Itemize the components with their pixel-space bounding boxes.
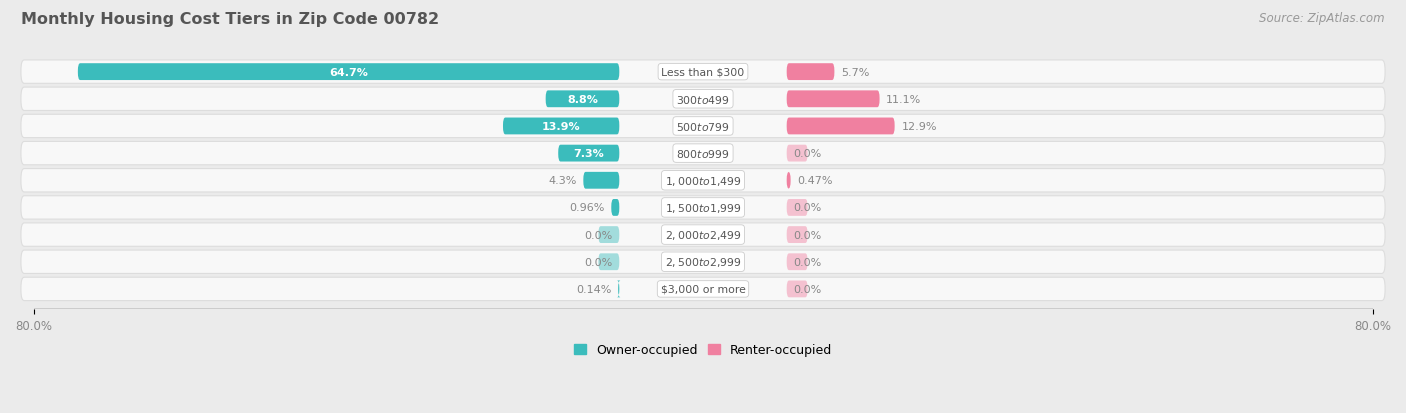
FancyBboxPatch shape <box>787 227 807 243</box>
FancyBboxPatch shape <box>787 91 880 108</box>
Text: 0.0%: 0.0% <box>793 149 821 159</box>
FancyBboxPatch shape <box>21 88 1385 111</box>
Text: 0.96%: 0.96% <box>569 203 605 213</box>
FancyBboxPatch shape <box>21 250 1385 274</box>
FancyBboxPatch shape <box>21 223 1385 247</box>
Text: 7.3%: 7.3% <box>574 149 605 159</box>
Text: 13.9%: 13.9% <box>541 122 581 132</box>
Text: 0.0%: 0.0% <box>585 257 613 267</box>
FancyBboxPatch shape <box>21 278 1385 301</box>
FancyBboxPatch shape <box>546 91 619 108</box>
Text: 0.0%: 0.0% <box>793 230 821 240</box>
FancyBboxPatch shape <box>503 118 619 135</box>
Text: 12.9%: 12.9% <box>901 122 936 132</box>
Text: $800 to $999: $800 to $999 <box>676 148 730 160</box>
FancyBboxPatch shape <box>21 169 1385 192</box>
Text: $500 to $799: $500 to $799 <box>676 121 730 133</box>
Text: 0.0%: 0.0% <box>793 203 821 213</box>
Text: $1,000 to $1,499: $1,000 to $1,499 <box>665 174 741 188</box>
FancyBboxPatch shape <box>599 254 619 271</box>
Text: Less than $300: Less than $300 <box>661 67 745 78</box>
Text: 0.0%: 0.0% <box>793 257 821 267</box>
Text: 0.0%: 0.0% <box>585 230 613 240</box>
FancyBboxPatch shape <box>21 196 1385 220</box>
FancyBboxPatch shape <box>787 118 894 135</box>
Text: 11.1%: 11.1% <box>886 95 921 104</box>
FancyBboxPatch shape <box>617 281 620 298</box>
Text: 64.7%: 64.7% <box>329 67 368 78</box>
FancyBboxPatch shape <box>21 115 1385 138</box>
FancyBboxPatch shape <box>21 142 1385 165</box>
Text: 0.0%: 0.0% <box>793 284 821 294</box>
Legend: Owner-occupied, Renter-occupied: Owner-occupied, Renter-occupied <box>569 339 837 360</box>
FancyBboxPatch shape <box>21 61 1385 84</box>
Text: $3,000 or more: $3,000 or more <box>661 284 745 294</box>
Text: 0.14%: 0.14% <box>576 284 612 294</box>
Text: $300 to $499: $300 to $499 <box>676 94 730 106</box>
FancyBboxPatch shape <box>77 64 619 81</box>
Text: $1,500 to $1,999: $1,500 to $1,999 <box>665 202 741 214</box>
FancyBboxPatch shape <box>787 254 807 271</box>
Text: 0.47%: 0.47% <box>797 176 832 186</box>
FancyBboxPatch shape <box>787 145 807 162</box>
FancyBboxPatch shape <box>599 227 619 243</box>
Text: 5.7%: 5.7% <box>841 67 869 78</box>
Text: Monthly Housing Cost Tiers in Zip Code 00782: Monthly Housing Cost Tiers in Zip Code 0… <box>21 12 439 27</box>
FancyBboxPatch shape <box>612 199 619 216</box>
FancyBboxPatch shape <box>787 281 807 298</box>
FancyBboxPatch shape <box>558 145 619 162</box>
Text: $2,000 to $2,499: $2,000 to $2,499 <box>665 228 741 242</box>
Text: $2,500 to $2,999: $2,500 to $2,999 <box>665 256 741 268</box>
FancyBboxPatch shape <box>787 64 834 81</box>
Text: 8.8%: 8.8% <box>567 95 598 104</box>
FancyBboxPatch shape <box>583 173 619 189</box>
FancyBboxPatch shape <box>787 199 807 216</box>
FancyBboxPatch shape <box>787 173 790 189</box>
Text: Source: ZipAtlas.com: Source: ZipAtlas.com <box>1260 12 1385 25</box>
Text: 4.3%: 4.3% <box>548 176 576 186</box>
